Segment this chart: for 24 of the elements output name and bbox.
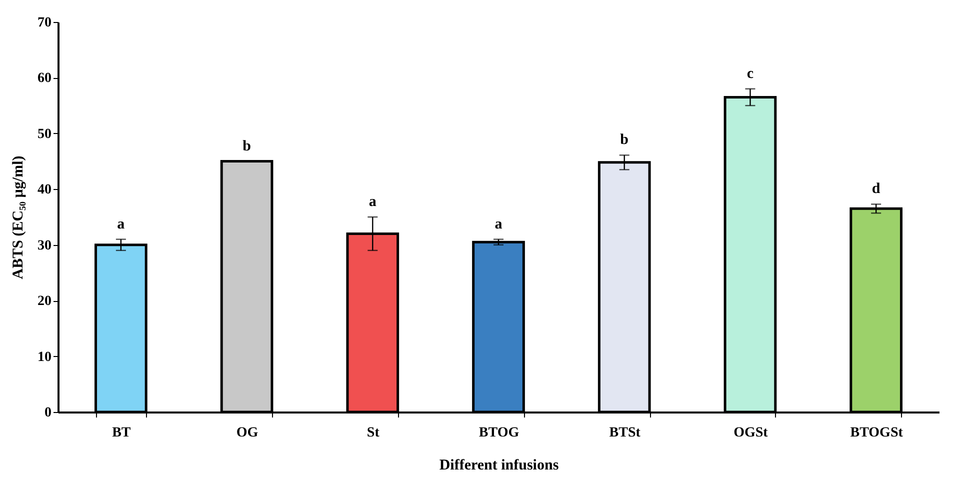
x-tick-label: St: [366, 426, 380, 440]
annotation: d: [872, 181, 881, 198]
y-tick-label: 0: [44, 406, 52, 420]
y-tick-label: 30: [38, 238, 52, 254]
annotation: a: [368, 194, 377, 210]
annotation: c: [746, 66, 754, 82]
y-tick-label: 20: [38, 294, 52, 310]
x-tick-label: BTOG: [478, 426, 520, 440]
annotation: a: [117, 216, 126, 232]
y-tick-label: 70: [38, 16, 52, 30]
x-tick-label: OG: [236, 426, 258, 440]
x-tick-label: BTSt: [609, 426, 641, 440]
x-tick-label: OGSt: [734, 426, 768, 440]
annotation: b: [242, 138, 251, 154]
y-axis-title: ABTS (EC₅₀ µg/ml): [10, 156, 26, 280]
y-tick-label: 60: [38, 71, 52, 86]
y-tick-label: 50: [38, 126, 52, 142]
x-tick-label: BTOGSt: [850, 426, 904, 440]
y-tick-label: 40: [38, 182, 52, 198]
y-tick-label: 10: [38, 350, 52, 365]
x-tick-label: BT: [112, 426, 132, 440]
x-axis-title: Different infusions: [439, 458, 559, 474]
annotation: b: [620, 132, 629, 148]
annotation: a: [494, 216, 503, 232]
